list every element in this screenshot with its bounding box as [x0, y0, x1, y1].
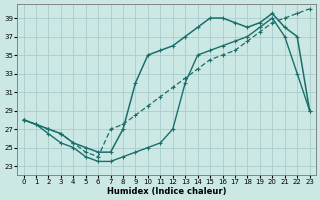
- X-axis label: Humidex (Indice chaleur): Humidex (Indice chaleur): [107, 187, 226, 196]
